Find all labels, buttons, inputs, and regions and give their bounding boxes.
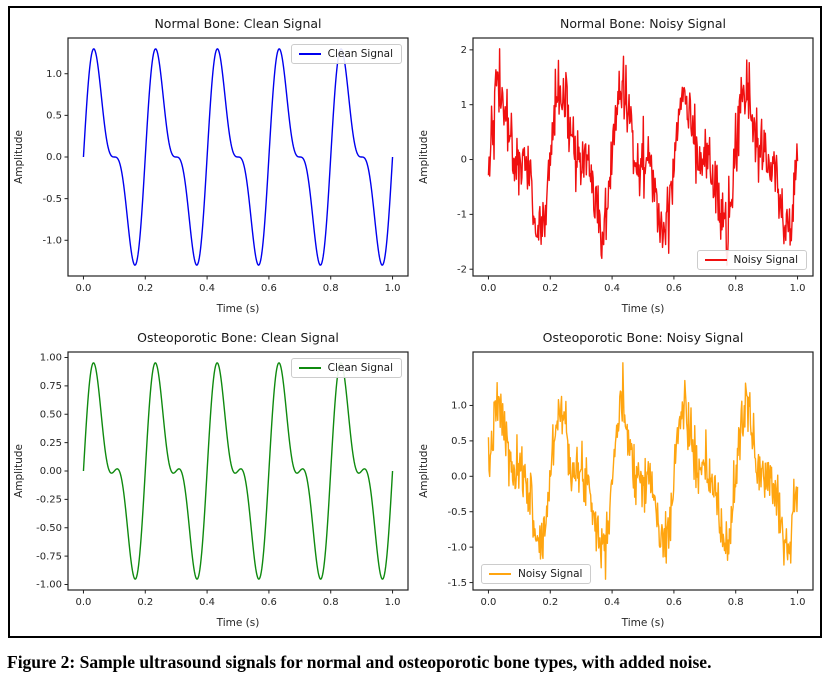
svg-text:1.0: 1.0 (385, 283, 401, 294)
osteoporotic-noisy-plot-canvas: Osteoporotic Bone: Noisy Signal Amplitud… (418, 330, 814, 629)
svg-text:0.6: 0.6 (666, 283, 682, 294)
subplot-normal-clean: Normal Bone: Clean Signal Amplitude Time… (10, 8, 415, 322)
svg-text:0.4: 0.4 (604, 283, 620, 294)
legend-label: Noisy Signal (733, 254, 798, 266)
svg-text:0.2: 0.2 (542, 283, 558, 294)
svg-text:-0.25: -0.25 (36, 495, 62, 506)
svg-text:-0.5: -0.5 (447, 507, 467, 518)
svg-text:0.0: 0.0 (76, 283, 92, 294)
svg-text:0.8: 0.8 (728, 283, 744, 294)
svg-text:0.6: 0.6 (261, 283, 277, 294)
svg-text:0.4: 0.4 (604, 597, 620, 608)
svg-text:0.0: 0.0 (76, 597, 92, 608)
svg-text:1.0: 1.0 (385, 597, 401, 608)
plot-title: Osteoporotic Bone: Noisy Signal (543, 330, 744, 345)
svg-text:-2: -2 (457, 264, 467, 275)
axes: 0.0 0.2 0.4 0.6 0.8 1.0 -1.00 -0.75 -0.50 -0.25 0.… (36, 351, 409, 608)
svg-text:1.0: 1.0 (46, 69, 62, 80)
x-axis-label: Time (s) (621, 303, 665, 315)
axes: 0.0 0.2 0.4 0.6 0.8 1.0 -1.0 -0.5 0.0 0.5 1.0 (42, 37, 409, 294)
legend-label: Noisy Signal (518, 568, 583, 580)
svg-text:0.50: 0.50 (40, 409, 62, 420)
plot-title: Normal Bone: Noisy Signal (560, 16, 726, 31)
y-axis-label: Amplitude (13, 444, 25, 498)
svg-text:1.0: 1.0 (790, 597, 806, 608)
legend-line-swatch (489, 573, 511, 575)
legend-label: Clean Signal (327, 48, 393, 60)
subplot-osteoporotic-noisy: Osteoporotic Bone: Noisy Signal Amplitud… (415, 322, 820, 636)
subplot-osteoporotic-clean: Osteoporotic Bone: Clean Signal Amplitud… (10, 322, 415, 636)
svg-text:-1: -1 (457, 210, 467, 221)
svg-text:1.0: 1.0 (451, 401, 467, 412)
svg-text:-0.75: -0.75 (36, 551, 62, 562)
y-axis-label: Amplitude (418, 444, 430, 498)
legend: Clean Signal (290, 358, 402, 378)
svg-text:0.2: 0.2 (542, 597, 558, 608)
svg-text:0.5: 0.5 (46, 111, 62, 122)
svg-text:-0.50: -0.50 (36, 523, 62, 534)
y-axis-label: Amplitude (418, 130, 430, 184)
svg-text:0.8: 0.8 (323, 283, 339, 294)
x-axis-label: Time (s) (621, 617, 665, 629)
legend-line-swatch (298, 53, 321, 55)
normal-noisy-plot-canvas: Normal Bone: Noisy Signal Amplitude Time… (418, 16, 814, 315)
subplot-normal-noisy: Normal Bone: Noisy Signal Amplitude Time… (415, 8, 820, 322)
legend: Noisy Signal (696, 250, 807, 270)
svg-text:-0.5: -0.5 (42, 194, 62, 205)
x-axis-label: Time (s) (216, 303, 260, 315)
axes: 0.0 0.2 0.4 0.6 0.8 1.0 -1.5 -1.0 -0.5 0.0 0.5 1.0 (447, 351, 814, 608)
svg-text:0.5: 0.5 (451, 436, 467, 447)
osteoporotic-clean-plot-canvas: Osteoporotic Bone: Clean Signal Amplitud… (13, 330, 409, 629)
legend-line-swatch (298, 367, 321, 369)
plot-title: Osteoporotic Bone: Clean Signal (137, 330, 339, 345)
svg-text:0.25: 0.25 (40, 438, 62, 449)
svg-text:0.0: 0.0 (46, 152, 62, 163)
legend-line-swatch (704, 259, 727, 261)
axes: 0.0 0.2 0.4 0.6 0.8 1.0 -2 -1 0 1 2 (457, 37, 814, 294)
y-axis-label: Amplitude (13, 130, 25, 184)
svg-text:0.0: 0.0 (481, 597, 497, 608)
svg-text:0.4: 0.4 (199, 283, 215, 294)
svg-text:1.0: 1.0 (790, 283, 806, 294)
svg-text:0.75: 0.75 (40, 381, 62, 392)
svg-text:0: 0 (461, 155, 467, 166)
x-axis-label: Time (s) (216, 617, 260, 629)
svg-text:0.0: 0.0 (451, 472, 467, 483)
svg-text:0.4: 0.4 (199, 597, 215, 608)
svg-text:1: 1 (461, 100, 467, 111)
svg-text:0.0: 0.0 (481, 283, 497, 294)
svg-text:-1.0: -1.0 (447, 542, 467, 553)
figure-frame: Normal Bone: Clean Signal Amplitude Time… (8, 6, 822, 638)
svg-text:0.6: 0.6 (666, 597, 682, 608)
svg-text:-1.5: -1.5 (447, 578, 467, 589)
svg-text:0.2: 0.2 (137, 597, 153, 608)
legend-label: Clean Signal (327, 362, 393, 374)
svg-text:-1.0: -1.0 (42, 235, 62, 246)
figure-caption: Figure 2: Sample ultrasound signals for … (7, 652, 712, 672)
svg-text:0.8: 0.8 (323, 597, 339, 608)
svg-text:0.8: 0.8 (728, 597, 744, 608)
svg-text:0.2: 0.2 (137, 283, 153, 294)
svg-text:1.00: 1.00 (40, 353, 62, 364)
svg-text:0.00: 0.00 (40, 466, 62, 477)
svg-text:0.6: 0.6 (261, 597, 277, 608)
svg-text:2: 2 (461, 45, 467, 56)
plot-title: Normal Bone: Clean Signal (154, 16, 321, 31)
legend: Clean Signal (290, 44, 402, 64)
svg-text:-1.00: -1.00 (36, 580, 62, 591)
legend: Noisy Signal (481, 564, 592, 584)
